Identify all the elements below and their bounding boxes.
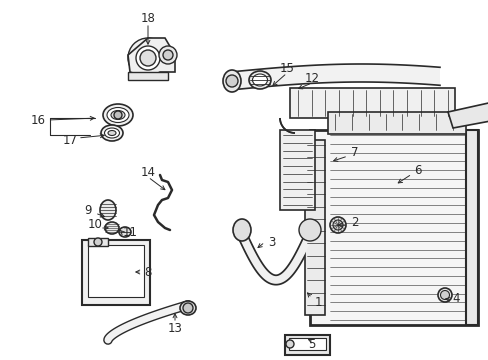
Circle shape — [298, 219, 320, 241]
Text: 18: 18 — [140, 12, 155, 24]
Text: 7: 7 — [350, 145, 358, 158]
Ellipse shape — [440, 291, 448, 300]
Text: 1: 1 — [314, 296, 321, 309]
Ellipse shape — [119, 227, 131, 237]
Ellipse shape — [103, 104, 133, 126]
Text: 12: 12 — [304, 72, 319, 85]
Bar — [128, 72, 168, 80]
Text: 8: 8 — [144, 266, 151, 279]
Circle shape — [285, 340, 293, 348]
Ellipse shape — [108, 130, 116, 135]
Polygon shape — [447, 102, 488, 128]
Text: 3: 3 — [268, 235, 275, 248]
Ellipse shape — [105, 222, 119, 234]
Text: 10: 10 — [87, 219, 102, 231]
Ellipse shape — [437, 288, 451, 302]
Bar — [305, 140, 325, 315]
Circle shape — [136, 46, 160, 70]
Text: 5: 5 — [307, 338, 315, 351]
Ellipse shape — [332, 220, 342, 230]
Bar — [88, 238, 108, 246]
Text: 11: 11 — [122, 225, 137, 238]
Circle shape — [163, 50, 173, 60]
Circle shape — [159, 46, 177, 64]
Ellipse shape — [111, 111, 125, 120]
Circle shape — [94, 238, 102, 246]
Text: 16: 16 — [30, 113, 45, 126]
Ellipse shape — [232, 219, 250, 241]
Bar — [309, 130, 477, 325]
Text: 6: 6 — [413, 163, 421, 176]
Bar — [465, 130, 477, 325]
Bar — [88, 245, 143, 297]
Circle shape — [140, 50, 156, 66]
Polygon shape — [128, 38, 175, 78]
Bar — [289, 88, 454, 118]
Bar — [285, 335, 329, 355]
Ellipse shape — [180, 301, 196, 315]
Circle shape — [114, 111, 122, 119]
Ellipse shape — [329, 217, 346, 233]
Bar — [82, 240, 150, 305]
Ellipse shape — [104, 128, 119, 138]
Ellipse shape — [101, 125, 123, 141]
Text: 2: 2 — [350, 216, 358, 229]
Text: 15: 15 — [279, 62, 294, 75]
Text: 9: 9 — [84, 203, 92, 216]
Bar — [288, 338, 325, 350]
Bar — [280, 130, 314, 210]
Ellipse shape — [107, 108, 129, 122]
Text: 14: 14 — [140, 166, 155, 179]
Polygon shape — [229, 64, 439, 90]
Text: 4: 4 — [451, 292, 459, 305]
Ellipse shape — [252, 74, 267, 86]
Ellipse shape — [100, 200, 116, 220]
Ellipse shape — [223, 70, 241, 92]
Ellipse shape — [248, 71, 270, 89]
Text: 17: 17 — [62, 134, 77, 147]
Circle shape — [128, 38, 168, 78]
Circle shape — [225, 75, 238, 87]
Text: 13: 13 — [167, 321, 182, 334]
Circle shape — [183, 303, 193, 313]
Bar — [327, 112, 465, 134]
